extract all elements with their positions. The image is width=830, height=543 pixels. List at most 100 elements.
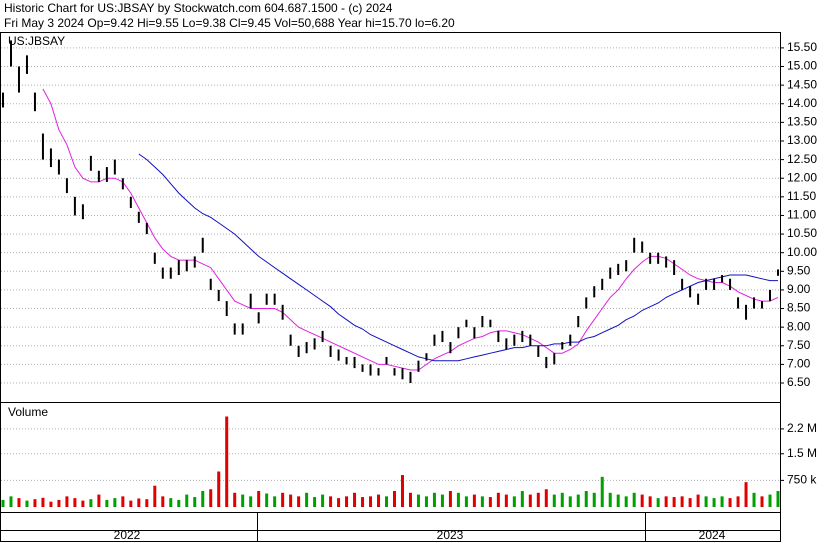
- volume-bar: [528, 494, 532, 507]
- volume-bar: [313, 497, 317, 507]
- y-tick-label: 1.5 M: [787, 446, 817, 460]
- volume-bar: [416, 494, 420, 507]
- volume-bar: [504, 494, 508, 507]
- volume-bar: [712, 498, 716, 507]
- y-tick-label: 12.50: [787, 152, 817, 166]
- y-tick-label: 750 k: [787, 473, 817, 487]
- volume-bar: [704, 496, 708, 507]
- volume-bar: [1, 499, 5, 507]
- volume-bar: [496, 492, 500, 507]
- volume-bar: [768, 494, 772, 507]
- volume-bar: [736, 496, 740, 507]
- volume-bar: [608, 492, 612, 507]
- volume-bar: [49, 501, 53, 507]
- volume-bar: [57, 499, 61, 507]
- volume-bar: [257, 491, 261, 507]
- y-tick-label: 8.50: [787, 301, 811, 315]
- volume-bar: [760, 496, 764, 507]
- volume-bar: [73, 498, 77, 507]
- volume-bar: [576, 494, 580, 507]
- y-tick-label: 10.50: [787, 226, 817, 240]
- volume-bar: [265, 493, 269, 507]
- volume-bar: [520, 491, 524, 507]
- volume-bar: [185, 494, 189, 507]
- volume-bar: [41, 497, 45, 507]
- volume-bar: [408, 492, 412, 507]
- volume-bar: [97, 494, 101, 507]
- symbol-label: US:JBSAY: [8, 34, 65, 48]
- moving-average-line: [138, 153, 778, 362]
- volume-bar: [337, 498, 341, 507]
- volume-label: Volume: [8, 405, 48, 419]
- volume-bar: [321, 494, 325, 507]
- volume-bar: [249, 496, 253, 507]
- y-tick-label: 7.50: [787, 338, 811, 352]
- volume-bar: [113, 498, 117, 507]
- chart-title: Historic Chart for US:JBSAY by Stockwatc…: [4, 1, 393, 15]
- volume-bar: [488, 497, 492, 507]
- volume-bar: [137, 498, 141, 507]
- volume-bar: [329, 496, 333, 507]
- x-tick-label: 2022: [114, 528, 141, 542]
- volume-bar: [345, 496, 349, 507]
- volume-bar: [9, 496, 13, 507]
- volume-bar: [65, 496, 69, 507]
- x-tick-label: 2023: [437, 528, 464, 542]
- volume-bar: [672, 497, 676, 507]
- volume-bar: [472, 494, 476, 507]
- volume-bar: [512, 496, 516, 507]
- volume-bar: [688, 498, 692, 507]
- y-tick-label: 12.00: [787, 170, 817, 184]
- volume-bar: [480, 496, 484, 507]
- volume-bar: [241, 494, 245, 507]
- volume-bar: [369, 496, 373, 507]
- volume-bar: [105, 499, 109, 507]
- volume-bar: [169, 498, 173, 507]
- volume-bar: [568, 496, 572, 507]
- volume-bar: [640, 494, 644, 507]
- y-tick-label: 6.50: [787, 375, 811, 389]
- y-tick-label: 14.50: [787, 77, 817, 91]
- volume-bar: [392, 491, 396, 507]
- volume-bar: [744, 482, 748, 507]
- volume-bar: [353, 492, 357, 507]
- volume-bar: [616, 494, 620, 507]
- volume-bar: [385, 496, 389, 507]
- volume-bar: [81, 500, 85, 507]
- volume-bar: [584, 491, 588, 507]
- y-tick-label: 9.00: [787, 282, 811, 296]
- date-frame: [0, 512, 781, 542]
- volume-bar: [680, 496, 684, 507]
- volume-bar: [89, 499, 93, 507]
- volume-bar: [297, 496, 301, 507]
- volume-bar: [177, 499, 181, 507]
- volume-bar: [424, 496, 428, 507]
- volume-bar: [432, 492, 436, 507]
- volume-bar: [217, 471, 221, 507]
- y-tick-label: 10.00: [787, 245, 817, 259]
- volume-bar: [305, 492, 309, 507]
- chart-subtitle: Fri May 3 2024 Op=9.42 Hi=9.55 Lo=9.38 C…: [4, 16, 455, 30]
- volume-bar: [632, 492, 636, 507]
- y-tick-label: 13.00: [787, 133, 817, 147]
- volume-bar: [656, 498, 660, 507]
- y-tick-label: 14.00: [787, 96, 817, 110]
- volume-bar: [289, 494, 293, 507]
- volume-bar: [281, 492, 285, 507]
- volume-bar: [153, 485, 157, 507]
- volume-bar: [25, 500, 29, 507]
- volume-bar: [17, 498, 21, 507]
- volume-bar: [225, 416, 229, 507]
- y-tick-label: 2.2 M: [787, 421, 817, 435]
- volume-bar: [600, 476, 604, 507]
- y-tick-label: 15.50: [787, 40, 817, 54]
- y-tick-label: 11.50: [787, 189, 816, 203]
- y-tick-label: 8.00: [787, 319, 811, 333]
- volume-bar: [161, 496, 165, 507]
- y-tick-label: 13.50: [787, 115, 817, 129]
- volume-bar: [121, 496, 125, 507]
- moving-average-line: [42, 88, 779, 371]
- volume-bar: [440, 494, 444, 507]
- y-tick-label: 7.00: [787, 357, 811, 371]
- volume-bar: [33, 499, 37, 507]
